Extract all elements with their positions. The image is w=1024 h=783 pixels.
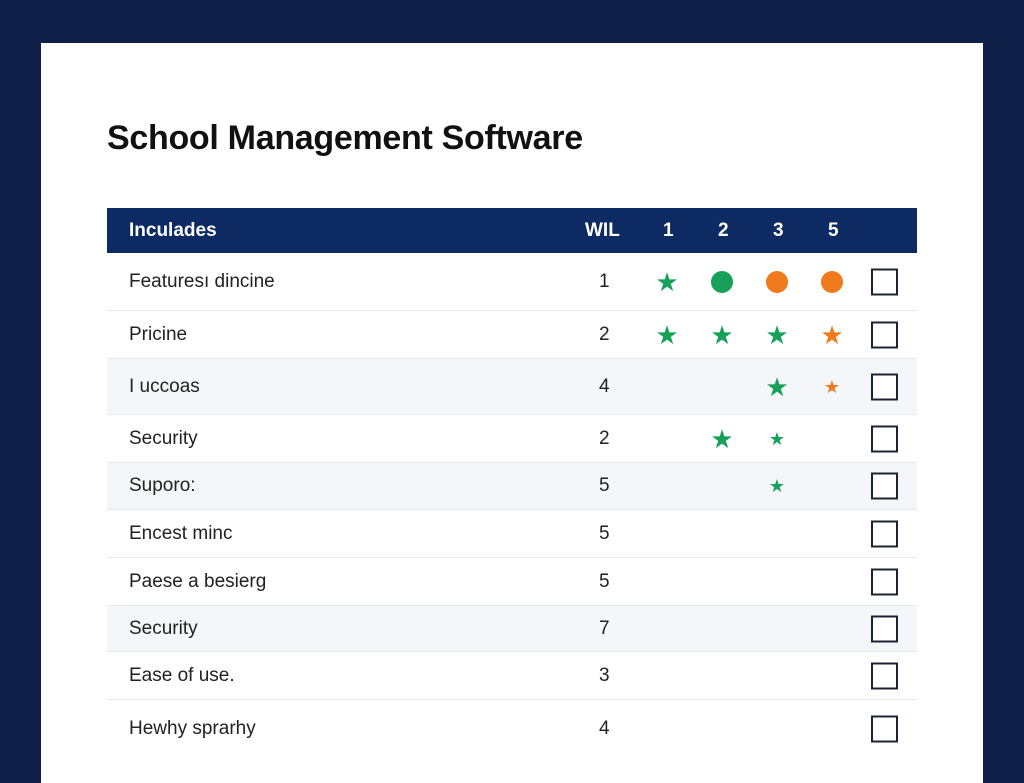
row-label: Security: [129, 427, 198, 449]
table-row: Suporo: 5 ★: [107, 463, 917, 510]
table-row: Security 7: [107, 606, 917, 652]
star-icon: ★: [768, 476, 786, 496]
row-checkbox[interactable]: [871, 568, 898, 595]
table-row: Hewhy sprarhy 4: [107, 700, 917, 758]
row-value: 7: [599, 617, 610, 639]
row-value: 1: [599, 270, 610, 292]
table-row: Paese a besierg 5: [107, 558, 917, 606]
row-value: 3: [599, 664, 610, 686]
row-checkbox[interactable]: [871, 373, 898, 400]
star-icon: ★: [710, 319, 734, 350]
row-checkbox[interactable]: [871, 520, 898, 547]
content-card: School Management Software Inculades WIL…: [41, 43, 983, 783]
row-label: Featuresı dincine: [129, 270, 275, 292]
row-checkbox[interactable]: [871, 321, 898, 348]
table-row: Ease of use. 3: [107, 652, 917, 700]
star-icon: ★: [823, 376, 841, 397]
row-checkbox[interactable]: [871, 715, 898, 743]
header-col-3: 3: [773, 220, 784, 241]
row-value: 5: [599, 475, 610, 496]
star-icon: ★: [655, 319, 679, 350]
star-icon: ★: [765, 319, 789, 350]
table-row: Pricine 2 ★ ★ ★ ★: [107, 311, 917, 359]
star-icon: ★: [768, 428, 786, 449]
row-value: 5: [599, 570, 610, 592]
header-col-4: 5: [828, 220, 839, 241]
header-wil: WIL: [585, 220, 620, 241]
row-label: I uccoas: [129, 375, 200, 397]
row-value: 5: [599, 522, 610, 544]
row-value: 2: [599, 323, 610, 345]
header-col-1: 1: [663, 220, 674, 241]
row-checkbox[interactable]: [871, 615, 898, 642]
page-title: School Management Software: [107, 119, 583, 157]
star-icon: ★: [765, 371, 789, 402]
table-row: I uccoas 4 ★ ★: [107, 359, 917, 415]
row-checkbox[interactable]: [871, 472, 898, 500]
table-row: Security 2 ★ ★: [107, 415, 917, 463]
row-label: Hewhy sprarhy: [129, 718, 256, 739]
header-label: Inculades: [129, 220, 217, 241]
row-value: 4: [599, 375, 610, 397]
dot-icon: [711, 270, 733, 293]
star-icon: ★: [655, 266, 679, 297]
comparison-table: Inculades WIL 1 2 3 5 Featuresı dincine …: [107, 208, 917, 758]
row-label: Paese a besierg: [129, 570, 267, 592]
star-icon: ★: [820, 319, 844, 350]
row-checkbox[interactable]: [871, 425, 898, 452]
row-label: Pricine: [129, 323, 188, 345]
dot-icon: [766, 270, 788, 293]
dot-icon: [821, 270, 843, 293]
star-icon: ★: [710, 423, 734, 454]
row-label: Suporo:: [129, 475, 196, 496]
row-value: 2: [599, 427, 610, 449]
row-label: Security: [129, 617, 198, 639]
header-col-2: 2: [718, 220, 729, 241]
row-label: Encest minc: [129, 522, 233, 544]
row-checkbox[interactable]: [871, 268, 898, 295]
table-row: Encest minc 5: [107, 510, 917, 558]
table-row: Featuresı dincine 1 ★: [107, 253, 917, 311]
row-label: Ease of use.: [129, 664, 235, 686]
table-header: Inculades WIL 1 2 3 5: [107, 208, 917, 253]
row-value: 4: [599, 718, 610, 739]
row-checkbox[interactable]: [871, 662, 898, 689]
